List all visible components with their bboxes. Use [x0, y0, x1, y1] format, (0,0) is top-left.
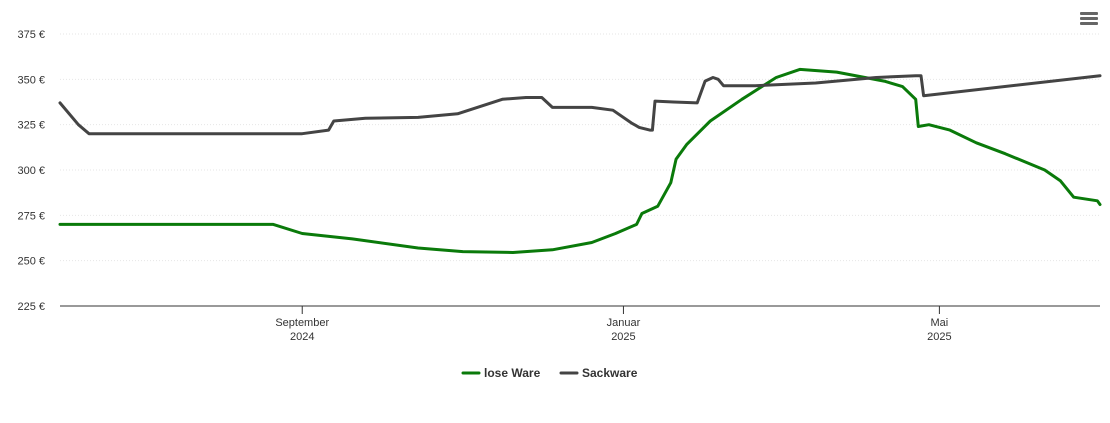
legend-item[interactable]: Sackware — [559, 366, 638, 380]
legend-label: lose Ware — [484, 366, 541, 380]
hamburger-menu-icon[interactable] — [1078, 10, 1100, 32]
legend-label: Sackware — [582, 366, 638, 380]
series-line-sackware — [58, 74, 1102, 136]
x-tick-label-year: 2024 — [290, 331, 314, 343]
series-line-lose-ware — [58, 67, 1102, 254]
x-tick-label-year: 2025 — [611, 331, 635, 343]
legend[interactable]: lose Ware Sackware — [461, 366, 638, 380]
x-tick-label-year: 2025 — [927, 331, 951, 343]
legend-item[interactable]: lose Ware — [461, 366, 541, 380]
y-tick-label: 275 € — [17, 210, 45, 222]
y-axis-ticks: 225 € 250 € 275 € 300 € 325 € 350 € 375 € — [17, 29, 45, 313]
x-tick-label-month: September — [275, 317, 329, 329]
x-tick-label-month: Mai — [931, 317, 949, 329]
y-tick-label: 375 € — [17, 29, 45, 41]
x-axis-ticks: September 2024 Januar 2025 Mai 2025 — [275, 306, 952, 343]
y-tick-label: 325 € — [17, 120, 45, 132]
grid-lines — [60, 33, 1100, 262]
series-lines — [58, 67, 1102, 254]
y-tick-label: 225 € — [17, 301, 45, 313]
y-tick-label: 250 € — [17, 256, 45, 268]
y-tick-label: 300 € — [17, 165, 45, 177]
x-tick-label-month: Januar — [607, 317, 641, 329]
y-tick-label: 350 € — [17, 74, 45, 86]
